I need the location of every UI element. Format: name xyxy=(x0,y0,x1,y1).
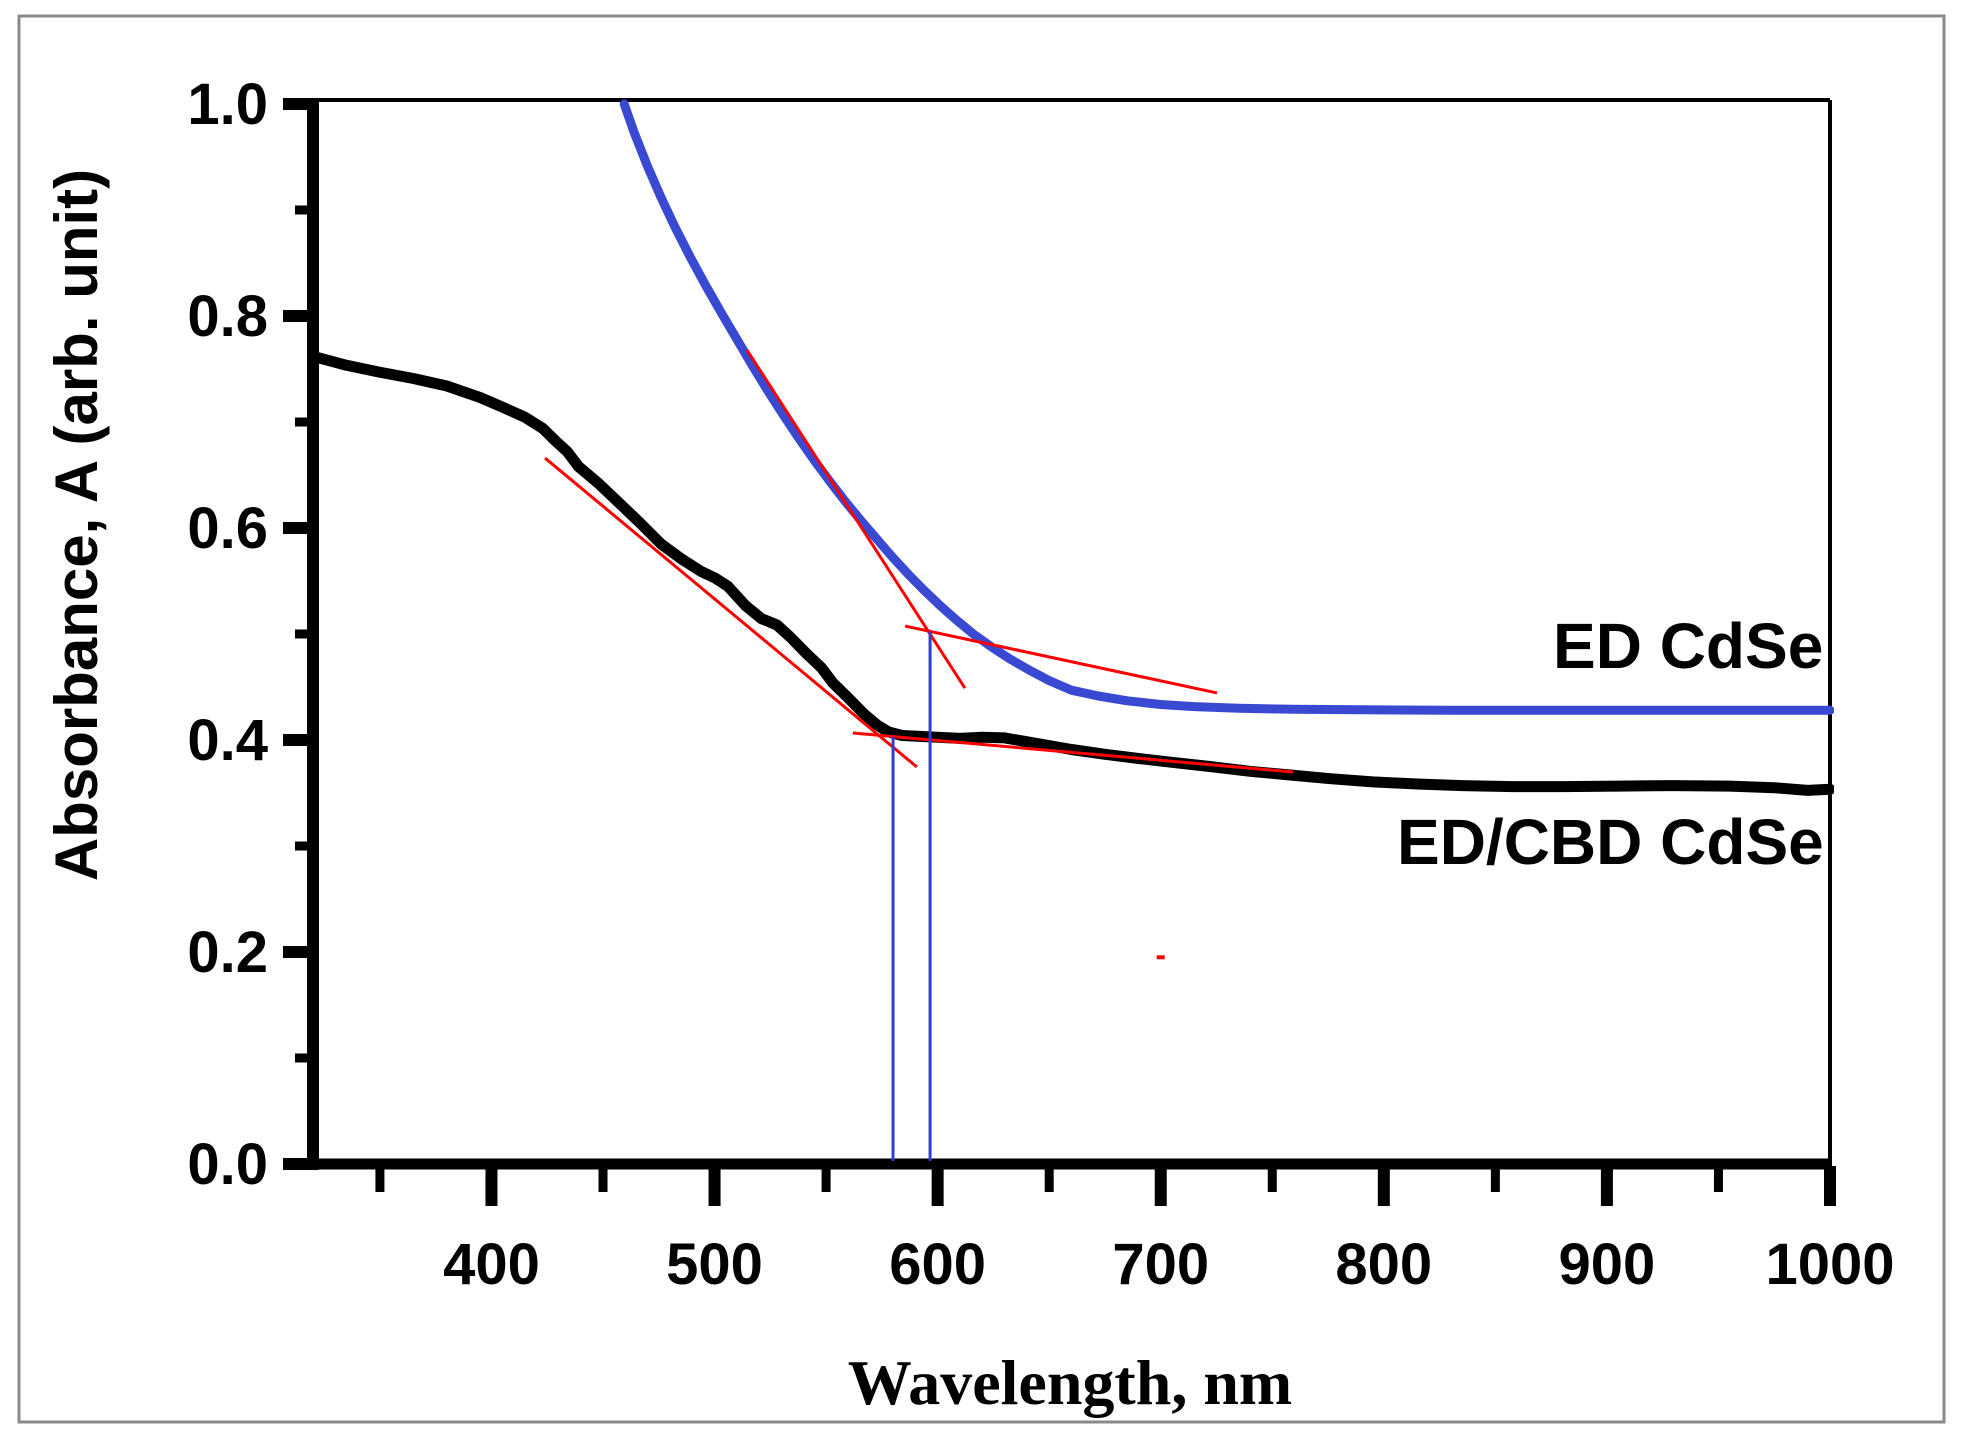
ed-baseline-tangent xyxy=(904,624,1218,695)
y-tick-label: 0.4 xyxy=(187,708,268,773)
y-tick-label: 0.6 xyxy=(187,496,268,561)
ed-steep-tangent xyxy=(745,349,967,689)
figure-border xyxy=(17,14,1946,1424)
axis-tick-labels: 400 500 600 700 800 900 1000 0.0 0.2 0.4 0.6 0.8 1.0 xyxy=(187,72,1894,1297)
curve-label-ed-cdse: ED CdSe xyxy=(1553,610,1823,682)
x-tick-label: 900 xyxy=(1559,1232,1656,1297)
ed-cbd-cdse-curve xyxy=(310,350,1834,796)
ed-cdse-curve xyxy=(619,99,1834,715)
x-tick-label: 500 xyxy=(666,1232,763,1297)
ed-cbd-baseline-tangent xyxy=(852,731,1294,774)
y-tick-label: 0.2 xyxy=(187,920,268,985)
x-axis-title: Wavelength, nm xyxy=(848,1347,1292,1418)
x-tick-label: 700 xyxy=(1112,1232,1209,1297)
x-tick-label: 800 xyxy=(1335,1232,1432,1297)
y-tick-label: 1.0 xyxy=(187,72,268,137)
axis-ticks xyxy=(283,98,1836,1206)
y-tick-label: 0.8 xyxy=(187,284,268,349)
plot-content xyxy=(310,99,1834,796)
y-tick-label: 0.0 xyxy=(187,1132,268,1197)
ed-cbd-steep-tangent xyxy=(544,456,918,769)
bandgap-annotations xyxy=(544,349,1294,1161)
x-tick-label: 600 xyxy=(889,1232,986,1297)
y-axis-title: Absorbance, A (arb. unit) xyxy=(43,169,110,881)
curve-label-ed-cbd-cdse: ED/CBD CdSe xyxy=(1397,806,1824,878)
x-tick-label: 1000 xyxy=(1765,1232,1894,1297)
x-tick-label: 400 xyxy=(443,1232,540,1297)
